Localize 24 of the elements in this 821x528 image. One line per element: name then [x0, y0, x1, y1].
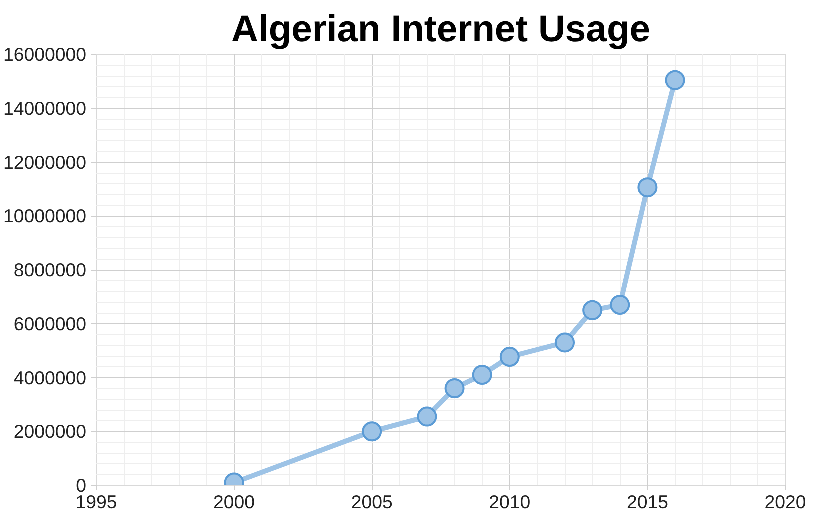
point [665, 70, 686, 90]
point [444, 378, 465, 399]
point [472, 365, 492, 386]
x-tick-label: 2020 [764, 492, 806, 512]
y-tick-label: 8000000 [14, 260, 87, 280]
y-tick-label: 16000000 [3, 44, 87, 65]
point [555, 332, 576, 353]
y-tick-label: 6000000 [14, 313, 87, 334]
x-tick-label: 2010 [489, 492, 531, 512]
y-tick-label: 4000000 [14, 367, 87, 388]
point [417, 406, 438, 427]
y-tick-label: 2000000 [14, 421, 87, 442]
x-tick-label: 2000 [214, 492, 256, 512]
point [500, 347, 520, 367]
point [582, 300, 603, 320]
point [362, 422, 382, 442]
point [638, 178, 658, 198]
point [610, 295, 630, 315]
chart-title: Algerian Internet Usage [231, 8, 651, 50]
x-tick-label: 2005 [351, 492, 393, 512]
y-tick-label: 14000000 [3, 98, 87, 119]
x-tick-label: 2015 [626, 492, 668, 512]
y-tick-label: 12000000 [3, 152, 87, 173]
y-tick-label: 10000000 [3, 206, 87, 227]
